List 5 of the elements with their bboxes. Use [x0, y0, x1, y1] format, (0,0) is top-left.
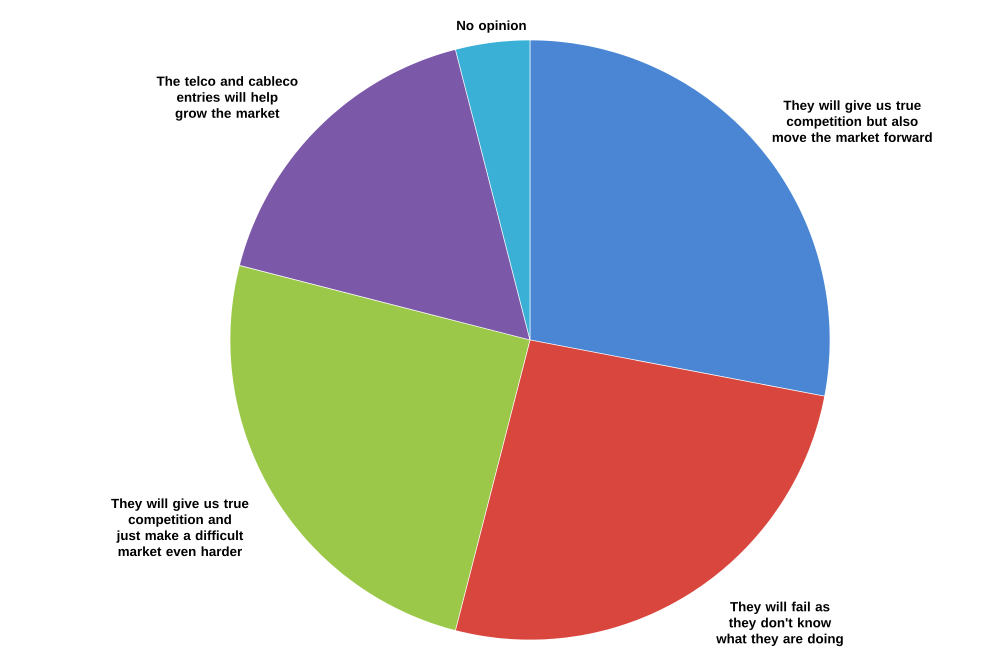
slice-label: The telco and cableco entries will help grow the market: [156, 76, 298, 121]
slice-label: They will fail as they don't know what they are doing: [716, 602, 843, 646]
slice-label: No opinion: [457, 20, 526, 33]
slice-label: They will give us true competition but also move the market forward: [772, 100, 932, 142]
slice-label: They will give us true competition and just make a difficult market even harder: [111, 498, 248, 556]
